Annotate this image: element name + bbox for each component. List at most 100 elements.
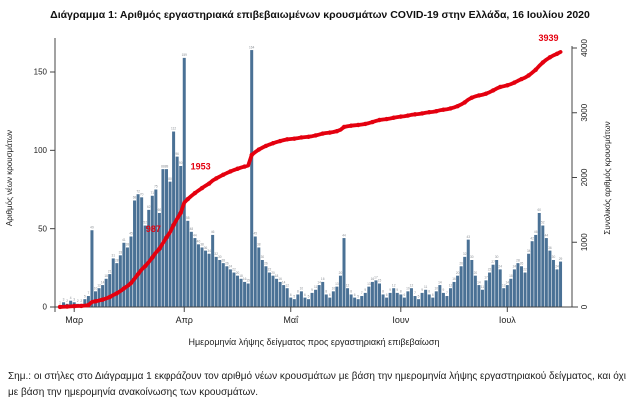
svg-text:30: 30 <box>470 255 474 259</box>
milestone-label: 1953 <box>191 162 211 172</box>
svg-text:7: 7 <box>88 291 90 295</box>
svg-text:12: 12 <box>392 283 396 287</box>
svg-text:3000: 3000 <box>580 103 589 121</box>
svg-text:16: 16 <box>278 277 282 281</box>
svg-text:45: 45 <box>253 232 257 236</box>
svg-text:2: 2 <box>77 299 79 303</box>
svg-text:4000: 4000 <box>580 39 589 57</box>
svg-text:13: 13 <box>367 282 371 286</box>
svg-text:36: 36 <box>204 246 208 250</box>
svg-text:3: 3 <box>63 298 65 302</box>
svg-text:150: 150 <box>34 68 48 77</box>
svg-text:0: 0 <box>580 304 589 309</box>
svg-text:1: 1 <box>59 301 61 305</box>
svg-text:8: 8 <box>428 290 430 294</box>
svg-text:32: 32 <box>463 252 467 256</box>
svg-text:Ιουλ: Ιουλ <box>499 315 516 325</box>
svg-text:6: 6 <box>304 293 306 297</box>
svg-text:Μαρ: Μαρ <box>65 315 83 325</box>
svg-text:164: 164 <box>249 45 255 49</box>
svg-text:2: 2 <box>66 299 68 303</box>
svg-text:48: 48 <box>190 227 194 231</box>
svg-text:24: 24 <box>229 265 233 269</box>
svg-text:10: 10 <box>94 287 98 291</box>
covid-chart-canvas: 13 24 3 2 2574910121418213128334138456872705… <box>5 33 612 347</box>
svg-text:28: 28 <box>115 258 119 262</box>
svg-text:34: 34 <box>527 249 531 253</box>
svg-text:52: 52 <box>143 221 147 225</box>
svg-text:6: 6 <box>386 293 388 297</box>
svg-text:6: 6 <box>329 293 331 297</box>
svg-text:1000: 1000 <box>580 233 589 251</box>
svg-text:20: 20 <box>236 271 240 275</box>
svg-text:38: 38 <box>126 243 130 247</box>
svg-text:5: 5 <box>84 294 86 298</box>
svg-text:12: 12 <box>502 283 506 287</box>
svg-text:6: 6 <box>403 293 405 297</box>
svg-text:159: 159 <box>182 53 188 57</box>
svg-text:60: 60 <box>158 208 162 212</box>
svg-text:30: 30 <box>495 255 499 259</box>
svg-text:46: 46 <box>534 230 538 234</box>
svg-text:12: 12 <box>449 283 453 287</box>
svg-text:112: 112 <box>171 127 176 131</box>
svg-text:32: 32 <box>214 252 218 256</box>
svg-text:68: 68 <box>133 196 137 200</box>
svg-text:52: 52 <box>541 221 545 225</box>
svg-text:44: 44 <box>342 233 346 237</box>
svg-text:7: 7 <box>414 291 416 295</box>
svg-text:60: 60 <box>537 208 541 212</box>
svg-text:20: 20 <box>271 271 275 275</box>
svg-text:22: 22 <box>268 268 272 272</box>
svg-text:28: 28 <box>516 258 520 262</box>
svg-text:18: 18 <box>104 274 108 278</box>
svg-text:Μαΐ: Μαΐ <box>283 315 299 325</box>
svg-text:7: 7 <box>446 291 448 295</box>
svg-text:100: 100 <box>34 146 48 155</box>
svg-text:3: 3 <box>73 298 75 302</box>
svg-text:10: 10 <box>435 287 439 291</box>
svg-text:14: 14 <box>506 280 510 284</box>
svg-text:28: 28 <box>222 258 226 262</box>
svg-text:14: 14 <box>317 280 321 284</box>
cumulative-line <box>57 50 563 310</box>
svg-text:26: 26 <box>225 261 229 265</box>
svg-text:72: 72 <box>136 189 140 193</box>
svg-text:17: 17 <box>484 276 488 280</box>
axes: 0 50 100 150 Αριθμός νέων κρουσμάτων 0 1000 200… <box>5 38 612 347</box>
svg-text:8: 8 <box>382 290 384 294</box>
svg-text:11: 11 <box>314 285 318 289</box>
svg-text:16: 16 <box>321 277 325 281</box>
svg-text:10: 10 <box>332 287 336 291</box>
svg-text:6: 6 <box>290 293 292 297</box>
svg-text:10: 10 <box>300 287 304 291</box>
svg-text:43: 43 <box>466 235 470 239</box>
svg-text:9: 9 <box>421 288 423 292</box>
svg-text:9: 9 <box>396 288 398 292</box>
svg-text:18: 18 <box>509 274 513 278</box>
svg-text:50: 50 <box>38 224 47 233</box>
svg-text:22: 22 <box>232 268 236 272</box>
svg-text:30: 30 <box>261 255 265 259</box>
svg-text:11: 11 <box>481 285 485 289</box>
svg-text:20: 20 <box>339 271 343 275</box>
svg-text:2000: 2000 <box>580 168 589 186</box>
svg-text:5: 5 <box>418 294 420 298</box>
svg-text:41: 41 <box>122 238 126 242</box>
svg-text:24: 24 <box>513 265 517 269</box>
svg-text:22: 22 <box>488 268 492 272</box>
svg-text:5: 5 <box>308 294 310 298</box>
milestone-label: 3939 <box>539 33 559 43</box>
svg-text:9: 9 <box>389 288 391 292</box>
x-axis-title: Ημερομηνία λήψης δείγματος προς εργαστηρ… <box>189 337 440 347</box>
page-title: Διάγραμμα 1: Αριθμός εργαστηριακά επιβεβ… <box>50 9 590 21</box>
svg-text:44: 44 <box>545 233 549 237</box>
svg-text:24: 24 <box>555 265 559 269</box>
svg-text:6: 6 <box>354 293 356 297</box>
svg-text:10: 10 <box>406 287 410 291</box>
svg-text:36: 36 <box>548 246 552 250</box>
svg-text:38: 38 <box>257 243 261 247</box>
svg-text:20: 20 <box>474 271 478 275</box>
svg-text:26: 26 <box>264 261 268 265</box>
svg-text:5: 5 <box>293 294 295 298</box>
